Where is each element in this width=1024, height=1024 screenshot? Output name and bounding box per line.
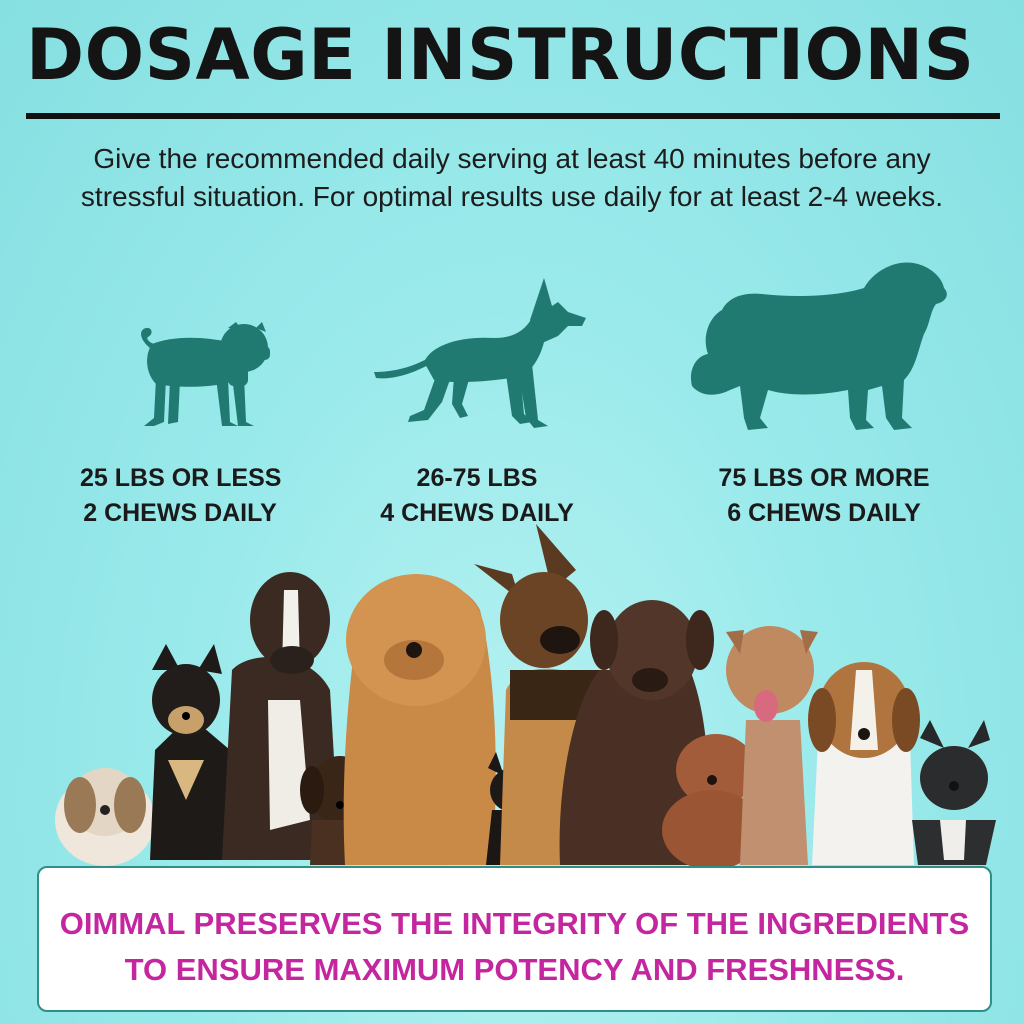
page-title: DOSAGE INSTRUCTIONS (26, 14, 975, 96)
tier-small: 25 LBS OR LESS 2 CHEWS DAILY (80, 461, 282, 531)
large-dog-silhouette-icon (690, 262, 947, 430)
french-bulldog-dog (912, 720, 996, 865)
chow-chow-dog (343, 574, 496, 865)
tier-medium-weight: 26-75 LBS (416, 464, 538, 492)
dog-group-photo (55, 524, 996, 870)
beagle-dog (808, 662, 920, 865)
banner-line-1: OIMMAL PRESERVES THE INTEGRITY OF THE IN… (59, 906, 970, 941)
medium-dog-silhouette-icon (374, 278, 586, 428)
shih-tzu-dog (55, 768, 155, 866)
tier-large: 75 LBS OR MORE 6 CHEWS DAILY (714, 461, 934, 531)
poodle-dog (662, 734, 762, 870)
title-divider (26, 113, 1000, 119)
tier-medium: 26-75 LBS 4 CHEWS DAILY (372, 461, 582, 531)
small-dog-silhouette-icon (141, 322, 270, 426)
tier-small-dose: 2 CHEWS DAILY (83, 499, 277, 527)
tier-large-dose: 6 CHEWS DAILY (727, 499, 921, 527)
tier-medium-dose: 4 CHEWS DAILY (380, 499, 574, 527)
freshness-banner: OIMMAL PRESERVES THE INTEGRITY OF THE IN… (37, 866, 992, 1012)
intro-line-2: stressful situation. For optimal results… (80, 181, 944, 212)
tier-large-weight: 75 LBS OR MORE (718, 464, 930, 492)
pitbull-mix-dog (726, 626, 818, 865)
tier-small-weight: 25 LBS OR LESS (80, 464, 282, 492)
intro-line-1: Give the recommended daily serving at le… (93, 143, 931, 174)
banner-line-2: TO ENSURE MAXIMUM POTENCY AND FRESHNESS. (124, 952, 905, 987)
intro-text: Give the recommended daily serving at le… (14, 140, 1010, 216)
